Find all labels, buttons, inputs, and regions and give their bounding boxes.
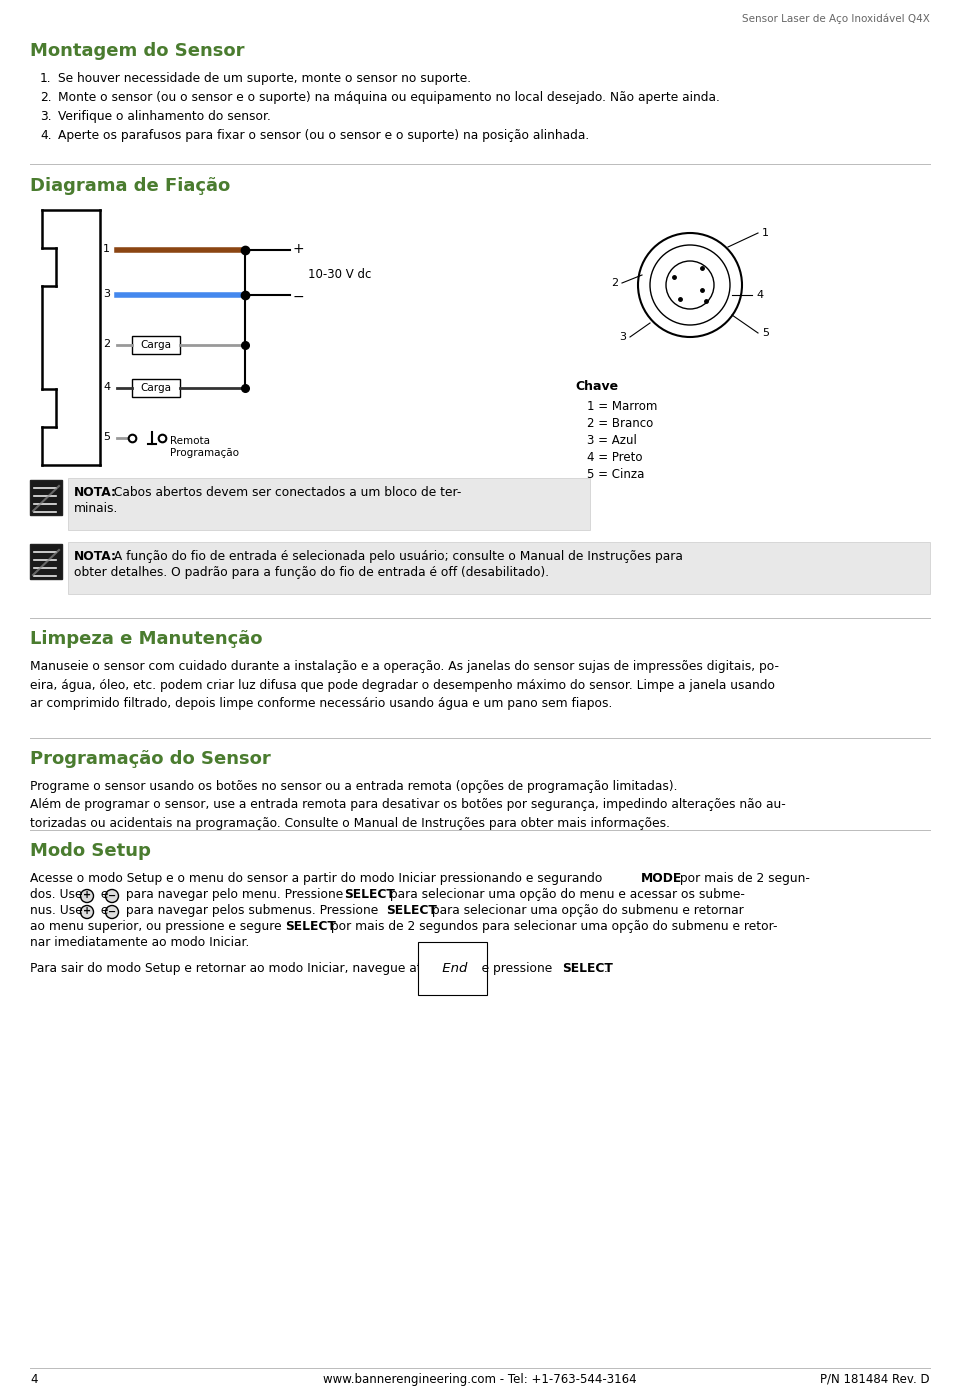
Text: 1.: 1.: [40, 73, 52, 85]
Text: 3: 3: [103, 289, 110, 299]
Text: nus. Use: nus. Use: [30, 904, 83, 917]
Text: Manuseie o sensor com cuidado durante a instalação e a operação. As janelas do s: Manuseie o sensor com cuidado durante a …: [30, 660, 779, 710]
Text: A função do fio de entrada é selecionada pelo usuário; consulte o Manual de Inst: A função do fio de entrada é selecionada…: [110, 550, 683, 564]
Text: Carga: Carga: [140, 340, 172, 350]
Text: por mais de 2 segun-: por mais de 2 segun-: [676, 872, 810, 884]
FancyBboxPatch shape: [132, 336, 180, 354]
Text: Acesse o modo Setup e o menu do sensor a partir do modo Iniciar pressionando e s: Acesse o modo Setup e o menu do sensor a…: [30, 872, 602, 884]
Text: 1 = Marrom: 1 = Marrom: [587, 400, 658, 413]
Text: 4 = Preto: 4 = Preto: [587, 451, 642, 465]
Text: www.bannerengineering.com - Tel: +1-763-544-3164: www.bannerengineering.com - Tel: +1-763-…: [324, 1373, 636, 1387]
Text: Chave: Chave: [575, 379, 618, 393]
FancyBboxPatch shape: [68, 543, 930, 594]
Text: End: End: [438, 963, 468, 975]
Text: 5: 5: [762, 328, 769, 338]
Circle shape: [106, 905, 118, 918]
Text: Limpeza e Manutenção: Limpeza e Manutenção: [30, 631, 262, 649]
Text: Programe o sensor usando os botões no sensor ou a entrada remota (opções de prog: Programe o sensor usando os botões no se…: [30, 780, 678, 792]
Text: minais.: minais.: [74, 502, 118, 515]
Text: 5 = Cinza: 5 = Cinza: [587, 467, 644, 481]
Text: 3: 3: [619, 332, 626, 342]
Text: NOTA:: NOTA:: [74, 550, 117, 564]
Circle shape: [81, 890, 93, 903]
Text: Verifique o alinhamento do sensor.: Verifique o alinhamento do sensor.: [58, 110, 271, 123]
Text: Se houver necessidade de um suporte, monte o sensor no suporte.: Se houver necessidade de um suporte, mon…: [58, 73, 471, 85]
Text: 2: 2: [103, 339, 110, 349]
Text: +: +: [83, 907, 91, 917]
Text: Programação do Sensor: Programação do Sensor: [30, 751, 271, 769]
Text: nar imediatamente ao modo Iniciar.: nar imediatamente ao modo Iniciar.: [30, 936, 250, 949]
Text: dos. Use: dos. Use: [30, 889, 83, 901]
Text: +: +: [293, 241, 304, 257]
Circle shape: [106, 890, 118, 903]
Text: ao menu superior, ou pressione e segure: ao menu superior, ou pressione e segure: [30, 919, 281, 933]
Text: Para sair do modo Setup e retornar ao modo Iniciar, navegue até: Para sair do modo Setup e retornar ao mo…: [30, 963, 429, 975]
Text: 4: 4: [756, 290, 763, 300]
Text: para selecionar uma opção do submenu e retornar: para selecionar uma opção do submenu e r…: [428, 904, 744, 917]
Text: Carga: Carga: [140, 384, 172, 393]
Text: 1: 1: [103, 244, 110, 254]
Text: −: −: [108, 890, 116, 901]
Text: 4.: 4.: [40, 128, 52, 142]
Text: e pressione: e pressione: [470, 963, 556, 975]
Text: para selecionar uma opção do menu e acessar os subme-: para selecionar uma opção do menu e aces…: [386, 889, 745, 901]
Circle shape: [81, 905, 93, 918]
Text: MODE: MODE: [641, 872, 683, 884]
Text: Diagrama de Fiação: Diagrama de Fiação: [30, 177, 230, 195]
Text: Monte o sensor (ou o sensor e o suporte) na máquina ou equipamento no local dese: Monte o sensor (ou o sensor e o suporte)…: [58, 91, 720, 105]
Text: 4: 4: [103, 382, 110, 392]
FancyBboxPatch shape: [132, 379, 180, 398]
Text: −: −: [108, 907, 116, 917]
Text: .: .: [604, 963, 608, 975]
Text: 2 = Branco: 2 = Branco: [587, 417, 653, 430]
Text: 5: 5: [103, 432, 110, 442]
Text: Aperte os parafusos para fixar o sensor (ou o sensor e o suporte) na posição ali: Aperte os parafusos para fixar o sensor …: [58, 128, 589, 142]
Text: Além de programar o sensor, use a entrada remota para desativar os botões por se: Além de programar o sensor, use a entrad…: [30, 798, 785, 830]
Text: 10-30 V dc: 10-30 V dc: [308, 268, 372, 280]
Text: para navegar pelo menu. Pressione: para navegar pelo menu. Pressione: [122, 889, 348, 901]
Text: SELECT: SELECT: [386, 904, 437, 917]
Text: e: e: [97, 889, 112, 901]
Text: 2: 2: [611, 278, 618, 287]
Text: Modo Setup: Modo Setup: [30, 843, 151, 859]
FancyBboxPatch shape: [30, 544, 62, 579]
Text: 1: 1: [762, 227, 769, 239]
Text: +: +: [83, 890, 91, 901]
Text: Cabos abertos devem ser conectados a um bloco de ter-: Cabos abertos devem ser conectados a um …: [110, 485, 462, 499]
Text: P/N 181484 Rev. D: P/N 181484 Rev. D: [821, 1373, 930, 1387]
Text: para navegar pelos submenus. Pressione: para navegar pelos submenus. Pressione: [122, 904, 382, 917]
Text: 3 = Azul: 3 = Azul: [587, 434, 636, 446]
FancyBboxPatch shape: [30, 480, 62, 515]
Text: obter detalhes. O padrão para a função do fio de entrada é off (desabilitado).: obter detalhes. O padrão para a função d…: [74, 566, 549, 579]
Text: 4: 4: [30, 1373, 37, 1387]
Text: 3.: 3.: [40, 110, 52, 123]
Text: Remota
Programação: Remota Programação: [170, 437, 239, 459]
Text: Montagem do Sensor: Montagem do Sensor: [30, 42, 245, 60]
Text: NOTA:: NOTA:: [74, 485, 117, 499]
Text: e: e: [97, 904, 112, 917]
Text: por mais de 2 segundos para selecionar uma opção do submenu e retor-: por mais de 2 segundos para selecionar u…: [327, 919, 778, 933]
Text: SELECT: SELECT: [285, 919, 336, 933]
FancyBboxPatch shape: [68, 478, 590, 530]
Text: −: −: [293, 290, 304, 304]
Text: SELECT: SELECT: [344, 889, 395, 901]
Text: Sensor Laser de Aço Inoxidável Q4X: Sensor Laser de Aço Inoxidável Q4X: [742, 14, 930, 25]
Text: 2.: 2.: [40, 91, 52, 105]
Text: SELECT: SELECT: [562, 963, 612, 975]
